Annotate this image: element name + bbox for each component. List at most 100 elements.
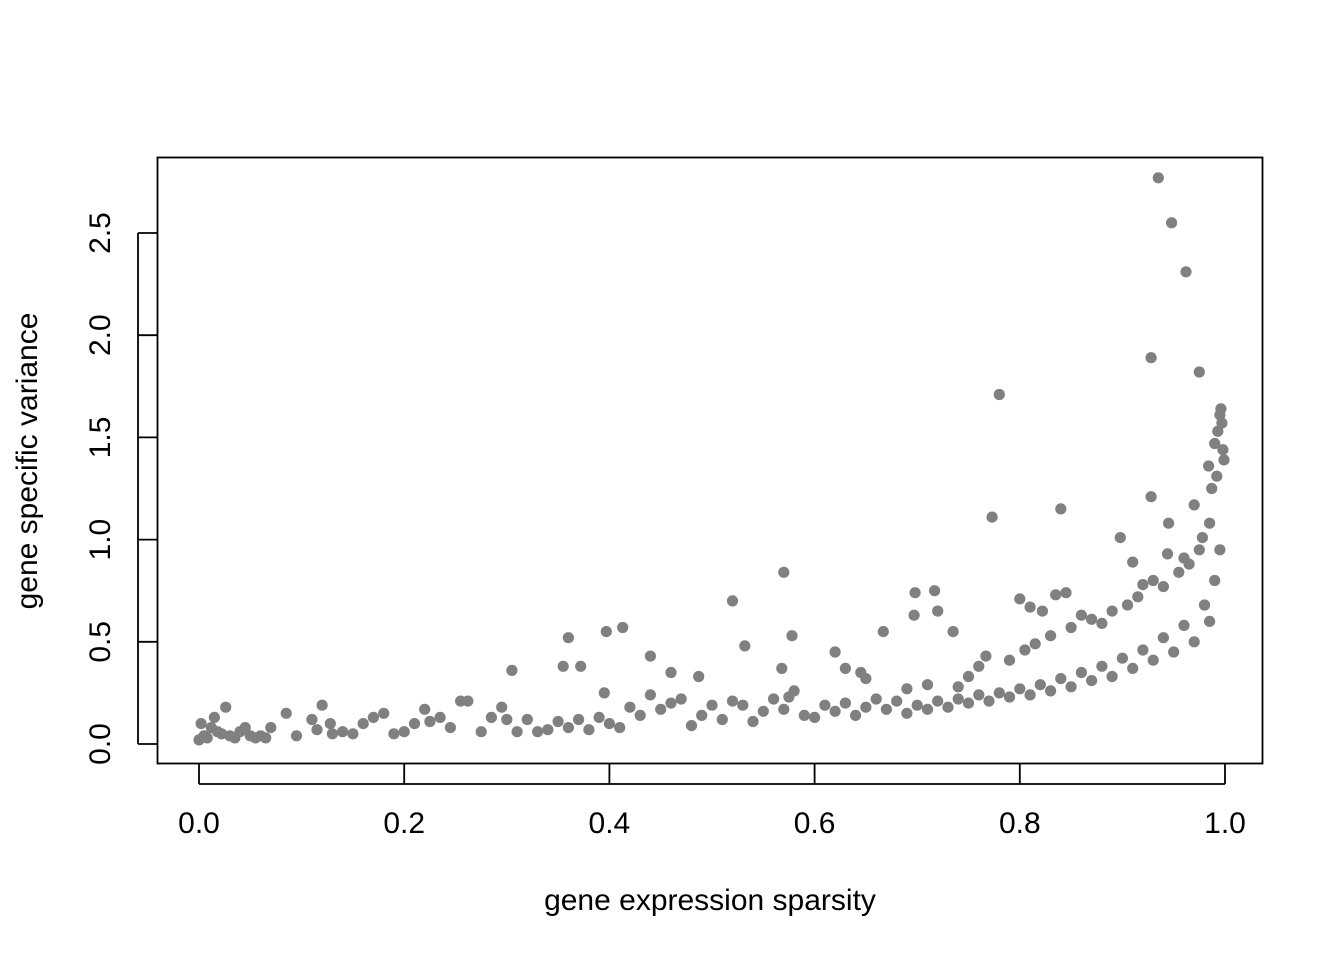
points-layer — [193, 172, 1230, 746]
data-point — [562, 632, 575, 644]
data-point — [1203, 460, 1215, 472]
data-point — [357, 718, 369, 730]
data-point — [1147, 574, 1159, 587]
data-point — [600, 626, 612, 638]
x-axis: 0.0 0.2 0.4 0.6 0.8 1.0 — [178, 764, 1246, 840]
data-point — [1214, 544, 1226, 556]
data-point — [1096, 660, 1108, 672]
data-point — [388, 728, 400, 740]
data-point — [532, 726, 544, 738]
x-tick-label: 0.4 — [589, 807, 631, 840]
data-point — [1036, 605, 1048, 617]
data-point — [593, 711, 605, 724]
data-point — [757, 705, 769, 717]
data-point — [952, 681, 964, 693]
data-point — [195, 718, 207, 730]
data-point — [1216, 417, 1228, 429]
data-point — [1034, 679, 1046, 691]
data-point — [1024, 601, 1036, 613]
data-point — [908, 609, 920, 621]
data-point — [1045, 685, 1057, 697]
data-point — [557, 660, 569, 672]
data-point — [644, 650, 657, 662]
data-point — [911, 699, 923, 711]
data-point — [1114, 532, 1126, 544]
data-point — [786, 630, 798, 642]
data-point — [1173, 566, 1185, 578]
data-point — [617, 621, 629, 634]
data-point — [367, 711, 379, 724]
x-tick-label: 1.0 — [1204, 807, 1246, 840]
data-point — [706, 699, 718, 711]
data-point — [1137, 644, 1149, 656]
data-point — [909, 587, 921, 599]
data-point — [1168, 646, 1180, 658]
data-point — [1086, 675, 1098, 687]
data-point — [603, 718, 616, 730]
data-point — [378, 707, 390, 719]
y-tick-label: 0.0 — [84, 723, 117, 765]
data-point — [316, 699, 328, 711]
data-point — [860, 701, 872, 713]
x-tick-label: 0.0 — [178, 807, 220, 840]
data-point — [614, 722, 626, 734]
data-point — [583, 724, 595, 736]
data-point — [1204, 615, 1216, 628]
data-point — [424, 715, 436, 728]
data-point — [665, 666, 677, 679]
data-point — [562, 722, 575, 734]
data-point — [1193, 366, 1205, 378]
data-point — [829, 705, 841, 717]
data-point — [947, 626, 959, 638]
data-point — [850, 709, 862, 722]
data-point — [311, 724, 323, 736]
data-point — [880, 703, 893, 715]
data-point — [921, 703, 934, 715]
data-point — [986, 511, 998, 523]
data-point — [644, 689, 657, 701]
data-point — [819, 699, 831, 711]
x-axis-label: gene expression sparsity — [544, 884, 876, 917]
data-point — [788, 685, 800, 697]
data-point — [809, 711, 821, 724]
data-point — [726, 695, 739, 707]
data-point — [1152, 172, 1164, 184]
data-point — [1188, 636, 1200, 648]
data-point — [1209, 437, 1221, 450]
data-point — [929, 585, 941, 597]
data-point — [1218, 454, 1230, 466]
data-point — [860, 673, 872, 685]
data-point — [485, 711, 497, 724]
data-point — [1196, 532, 1208, 544]
y-axis: 0.0 0.5 1.0 1.5 2.0 2.5 — [84, 212, 157, 765]
data-point — [1045, 630, 1057, 642]
data-point — [1183, 558, 1195, 570]
data-point — [1193, 544, 1205, 556]
data-point — [521, 713, 533, 726]
y-axis-label: gene specific variance — [11, 313, 44, 610]
data-point — [575, 660, 587, 672]
data-point — [1147, 654, 1159, 666]
data-point — [496, 701, 508, 713]
data-point — [1166, 217, 1178, 229]
y-tick-label: 1.0 — [84, 519, 117, 561]
data-point — [962, 670, 975, 683]
data-point — [337, 726, 349, 738]
data-point — [973, 689, 985, 701]
data-point — [739, 640, 751, 652]
data-point — [1024, 689, 1036, 701]
data-point — [1157, 581, 1169, 593]
data-point — [1003, 654, 1016, 666]
data-point — [747, 715, 759, 728]
data-point — [347, 728, 359, 740]
data-point — [891, 695, 903, 707]
data-point — [1106, 605, 1118, 617]
data-point — [716, 713, 728, 726]
data-point — [1204, 517, 1216, 529]
data-point — [573, 713, 585, 726]
data-point — [542, 724, 554, 736]
data-point — [1029, 638, 1041, 650]
data-point — [201, 732, 213, 744]
data-point — [1132, 591, 1144, 603]
